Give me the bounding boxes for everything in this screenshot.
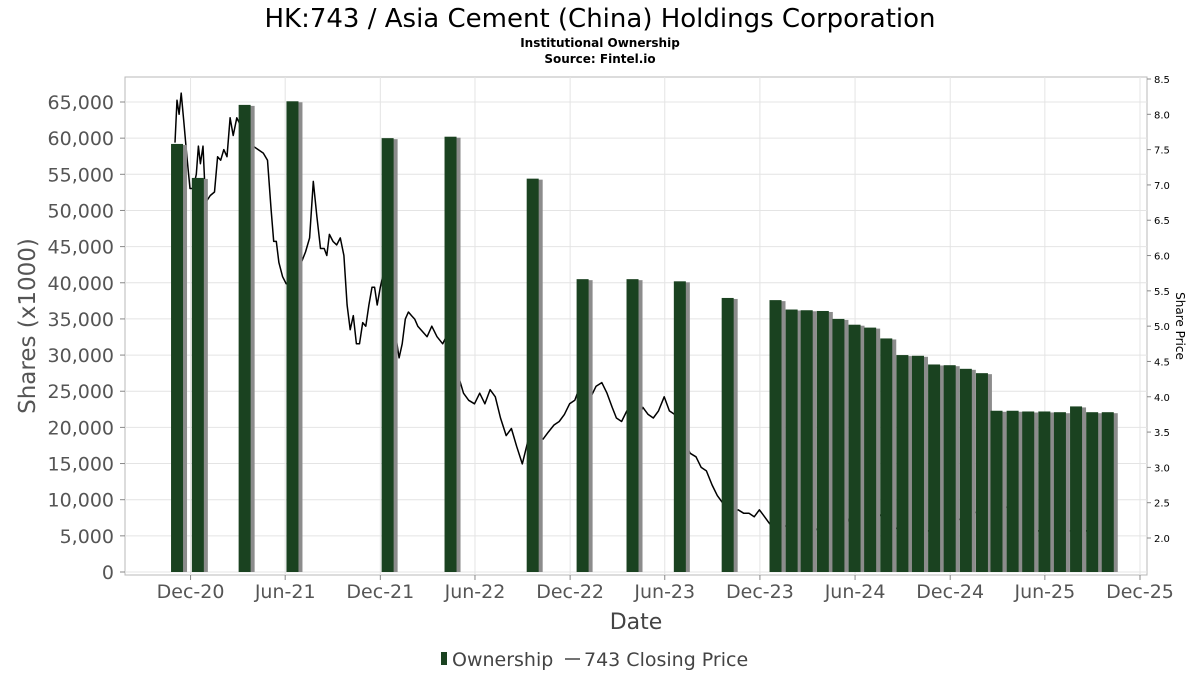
- y2-tick-label: 7.5: [1154, 146, 1170, 157]
- legend: Ownership 743 Closing Price: [441, 649, 748, 671]
- x-tick-label: Dec-20: [157, 581, 225, 603]
- x-tick-label: Jun-22: [444, 581, 506, 603]
- ownership-bar: [848, 324, 861, 572]
- ownership-bar: [286, 101, 299, 573]
- ownership-bar: [1086, 412, 1099, 572]
- ownership-bar: [896, 355, 909, 572]
- ownership-bar: [1070, 406, 1083, 572]
- ownership-bar: [959, 368, 972, 572]
- ownership-bar: [816, 310, 829, 572]
- ownership-bar: [975, 373, 988, 572]
- y2-tick-label: 4.5: [1154, 357, 1170, 368]
- x-tick-label: Dec-25: [1106, 581, 1174, 603]
- ownership-bar: [444, 136, 457, 572]
- y2-tick-label: 5.5: [1154, 287, 1170, 298]
- y-tick-label: 20,000: [48, 417, 114, 439]
- y-tick-label: 0: [102, 562, 114, 584]
- x-axis-label: Date: [610, 610, 663, 635]
- ownership-bar: [1053, 412, 1066, 572]
- legend-ownership-swatch: [441, 652, 447, 665]
- y-tick-label: 30,000: [48, 345, 114, 367]
- ownership-bar: [721, 297, 734, 572]
- y-tick-label: 5,000: [60, 526, 114, 548]
- ownership-bar: [943, 365, 956, 572]
- ownership-bar: [171, 143, 184, 572]
- ownership-bar: [1022, 411, 1035, 572]
- ownership-bar: [880, 338, 893, 572]
- x-tick-label: Jun-24: [824, 581, 886, 603]
- x-tick-label: Dec-24: [916, 581, 984, 603]
- y-tick-label: 35,000: [48, 309, 114, 331]
- y-tick-label: 50,000: [48, 200, 114, 222]
- y2-tick-label: 3.0: [1154, 463, 1170, 474]
- y2-tick-label: 7.0: [1154, 181, 1170, 192]
- y2-tick-label: 8.0: [1154, 110, 1170, 121]
- ownership-bar: [1006, 410, 1019, 572]
- ownership-bar: [626, 279, 639, 572]
- y2-axis-label: Share Price: [1173, 292, 1187, 360]
- y-tick-label: 15,000: [48, 454, 114, 476]
- y2-tick-label: 2.5: [1154, 499, 1170, 510]
- y-tick-label: 60,000: [48, 128, 114, 150]
- ownership-bar: [1038, 411, 1051, 572]
- ownership-bars: [171, 101, 1118, 573]
- y-tick-label: 10,000: [48, 490, 114, 512]
- y-axis-label: Shares (x1000): [15, 238, 41, 414]
- ownership-bar: [526, 178, 539, 572]
- y-tick-label: 45,000: [48, 237, 114, 259]
- ownership-bar: [1101, 412, 1114, 572]
- ownership-bar: [238, 104, 251, 573]
- y2-tick-label: 8.5: [1154, 75, 1170, 86]
- ownership-bar: [911, 355, 924, 572]
- ownership-bar: [576, 279, 589, 572]
- ownership-bar: [832, 318, 845, 572]
- ownership-bar: [769, 300, 782, 572]
- x-tick-label: Dec-23: [726, 581, 794, 603]
- x-tick-label: Jun-23: [633, 581, 695, 603]
- y2-tick-label: 2.0: [1154, 534, 1170, 545]
- ownership-bar: [785, 309, 798, 572]
- ownership-bar: [381, 138, 394, 572]
- y2-tick-label: 6.5: [1154, 216, 1170, 227]
- axes: 0 5,000 10,000 15,000 20,000 25,000 30,000 35,0…: [48, 75, 1174, 603]
- y-tick-label: 40,000: [48, 273, 114, 295]
- ownership-bar: [673, 281, 686, 572]
- y-tick-label: 25,000: [48, 381, 114, 403]
- x-tick-label: Dec-22: [536, 581, 604, 603]
- ownership-bar: [191, 177, 204, 572]
- legend-price-label: 743 Closing Price: [584, 649, 748, 671]
- ownership-bar: [864, 327, 877, 572]
- legend-ownership-label: Ownership: [452, 649, 553, 671]
- x-tick-label: Jun-25: [1013, 581, 1075, 603]
- y2-tick-label: 3.5: [1154, 428, 1170, 439]
- y2-tick-label: 4.0: [1154, 393, 1170, 404]
- x-tick-label: Jun-21: [254, 581, 316, 603]
- chart-title: HK:743 / Asia Cement (China) Holdings Co…: [264, 4, 935, 34]
- y2-tick-label: 5.0: [1154, 322, 1170, 333]
- x-tick-label: Dec-21: [346, 581, 414, 603]
- y-tick-label: 65,000: [48, 92, 114, 114]
- ownership-bar: [990, 410, 1003, 572]
- ownership-bar: [928, 364, 941, 572]
- ownership-bar: [800, 310, 813, 572]
- y-tick-label: 55,000: [48, 164, 114, 186]
- chart-subtitle: Institutional Ownership: [520, 36, 680, 50]
- y2-tick-label: 6.0: [1154, 252, 1170, 263]
- chart-source: Source: Fintel.io: [544, 52, 655, 66]
